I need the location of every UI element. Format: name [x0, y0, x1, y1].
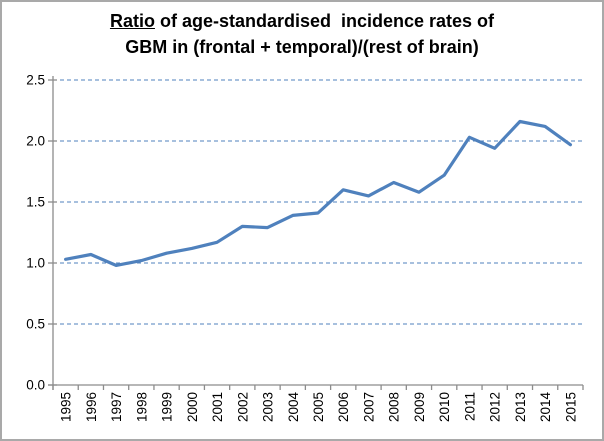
chart-title-line1-rest: of age-standardised incidence rates of: [154, 11, 495, 31]
x-tick-label: 2009: [412, 392, 427, 422]
x-tick-label: 2011: [462, 392, 477, 421]
x-tick-label: 1996: [84, 392, 99, 422]
x-tick-label: 2001: [210, 392, 225, 422]
x-tick-label: 2012: [488, 392, 503, 422]
x-tick-label: 1998: [134, 392, 149, 422]
chart-title: Ratio of age-standardised incidence rate…: [2, 8, 602, 60]
x-tick-label: 2002: [235, 392, 250, 422]
x-tick-label: 2008: [387, 392, 402, 422]
x-tick-label: 2007: [361, 392, 376, 422]
y-tick-label: 0.5: [26, 317, 45, 332]
chart-title-line2: GBM in (frontal + temporal)/(rest of bra…: [125, 37, 479, 57]
x-tick-label: 2013: [513, 392, 528, 422]
x-tick-label: 2005: [311, 392, 326, 422]
x-tick-label: 2000: [185, 392, 200, 422]
x-tick-label: 1995: [59, 392, 74, 422]
y-tick-label: 0.0: [26, 378, 45, 393]
y-tick-label: 2.5: [26, 73, 45, 88]
chart-title-underlined-word: Ratio: [109, 11, 155, 31]
y-tick-label: 2.0: [26, 134, 45, 149]
x-tick-label: 2014: [538, 392, 553, 423]
x-tick-label: 2015: [563, 392, 578, 422]
x-tick-label: 2010: [437, 392, 452, 422]
y-tick-label: 1.5: [26, 195, 45, 210]
x-tick-label: 2006: [336, 392, 351, 422]
x-tick-label: 2003: [261, 392, 276, 422]
chart-title-line1: Ratio of age-standardised incidence rate…: [2, 8, 602, 34]
x-tick-label: 1997: [109, 392, 124, 422]
x-tick-label: 2004: [286, 392, 301, 423]
y-tick-label: 1.0: [26, 256, 45, 271]
x-tick-label: 1999: [160, 392, 175, 422]
series-line: [63, 119, 573, 267]
